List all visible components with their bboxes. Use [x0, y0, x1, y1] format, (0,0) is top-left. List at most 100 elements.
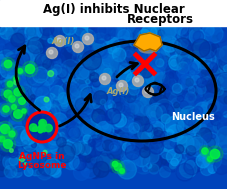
- Circle shape: [179, 50, 192, 63]
- Circle shape: [0, 124, 10, 134]
- Circle shape: [115, 51, 127, 63]
- Circle shape: [117, 168, 124, 175]
- Circle shape: [9, 142, 21, 154]
- Circle shape: [128, 77, 137, 86]
- Circle shape: [2, 132, 14, 144]
- Circle shape: [173, 38, 190, 55]
- Circle shape: [51, 133, 59, 141]
- Circle shape: [0, 136, 5, 142]
- Circle shape: [184, 63, 197, 75]
- Circle shape: [199, 119, 217, 138]
- Circle shape: [127, 103, 138, 115]
- Circle shape: [90, 71, 94, 76]
- Bar: [0, 0, 227, 26]
- Circle shape: [72, 53, 81, 63]
- Circle shape: [222, 148, 227, 154]
- Circle shape: [10, 125, 22, 137]
- Circle shape: [6, 53, 14, 61]
- Circle shape: [199, 146, 210, 156]
- Circle shape: [15, 48, 28, 61]
- Circle shape: [155, 66, 164, 76]
- Circle shape: [29, 66, 40, 77]
- Circle shape: [183, 93, 200, 111]
- Circle shape: [48, 113, 50, 115]
- Circle shape: [125, 150, 134, 160]
- Circle shape: [14, 77, 18, 81]
- Circle shape: [24, 140, 37, 153]
- Circle shape: [79, 131, 90, 142]
- Circle shape: [134, 28, 141, 36]
- Circle shape: [37, 39, 53, 55]
- Circle shape: [175, 56, 187, 68]
- Circle shape: [143, 55, 160, 72]
- Circle shape: [36, 44, 45, 53]
- Circle shape: [170, 60, 176, 66]
- Circle shape: [121, 133, 135, 148]
- Circle shape: [66, 123, 84, 142]
- Circle shape: [51, 113, 67, 129]
- Circle shape: [170, 158, 178, 166]
- Circle shape: [14, 149, 32, 166]
- Circle shape: [154, 144, 159, 150]
- Circle shape: [27, 37, 44, 54]
- Circle shape: [152, 139, 156, 144]
- Circle shape: [126, 122, 131, 127]
- Circle shape: [183, 159, 199, 175]
- Circle shape: [103, 37, 119, 53]
- Circle shape: [19, 61, 32, 74]
- Circle shape: [17, 56, 32, 71]
- Circle shape: [76, 23, 88, 34]
- Circle shape: [201, 159, 210, 168]
- Circle shape: [73, 164, 89, 180]
- Circle shape: [39, 70, 47, 79]
- Circle shape: [193, 134, 211, 153]
- Circle shape: [56, 118, 64, 126]
- Circle shape: [29, 147, 46, 164]
- Circle shape: [51, 168, 59, 176]
- Circle shape: [103, 25, 117, 38]
- Circle shape: [0, 89, 4, 95]
- Circle shape: [8, 148, 18, 158]
- Circle shape: [36, 21, 55, 40]
- Circle shape: [167, 126, 171, 131]
- Circle shape: [195, 25, 211, 42]
- Circle shape: [21, 86, 29, 94]
- Circle shape: [155, 59, 163, 67]
- Circle shape: [24, 163, 27, 165]
- Circle shape: [192, 59, 203, 71]
- Circle shape: [74, 118, 79, 122]
- Circle shape: [21, 129, 36, 145]
- Circle shape: [77, 125, 95, 143]
- Circle shape: [25, 64, 35, 74]
- Circle shape: [0, 151, 14, 171]
- Circle shape: [188, 29, 204, 44]
- Circle shape: [65, 36, 83, 54]
- Circle shape: [165, 128, 169, 132]
- Circle shape: [162, 71, 180, 90]
- Circle shape: [180, 79, 185, 84]
- Circle shape: [173, 144, 182, 153]
- Circle shape: [174, 159, 186, 172]
- Circle shape: [50, 26, 67, 43]
- Circle shape: [48, 71, 53, 77]
- Circle shape: [198, 146, 213, 160]
- Circle shape: [85, 79, 90, 84]
- Circle shape: [9, 156, 18, 165]
- Circle shape: [52, 27, 59, 35]
- Circle shape: [45, 61, 63, 80]
- Circle shape: [0, 124, 15, 142]
- Circle shape: [211, 35, 217, 41]
- Circle shape: [51, 168, 61, 178]
- Circle shape: [160, 51, 168, 60]
- Circle shape: [78, 153, 97, 173]
- Circle shape: [73, 50, 79, 56]
- Circle shape: [24, 26, 30, 32]
- Circle shape: [64, 54, 72, 62]
- Circle shape: [89, 40, 95, 46]
- Circle shape: [67, 126, 78, 136]
- Circle shape: [61, 49, 79, 67]
- Circle shape: [179, 101, 187, 109]
- Circle shape: [176, 133, 186, 144]
- Circle shape: [52, 65, 67, 81]
- Circle shape: [187, 87, 194, 94]
